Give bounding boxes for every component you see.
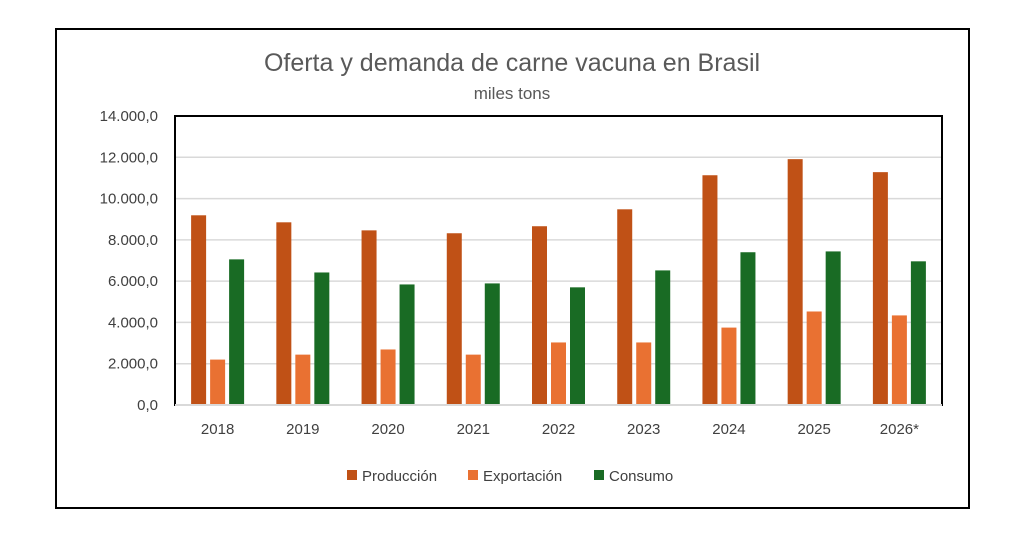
x-tick-label: 2019 [286, 421, 319, 438]
bar-exportación-2023 [636, 342, 652, 405]
bar-exportación-2026* [891, 315, 907, 405]
bar-consumo-2018 [229, 259, 245, 405]
bar-producción-2024 [702, 175, 718, 405]
bar-producción-2021 [446, 233, 462, 405]
legend-swatch-producción [347, 470, 357, 480]
y-tick-label: 14.000,0 [100, 108, 158, 125]
bar-consumo-2019 [314, 272, 330, 405]
bar-exportación-2024 [721, 327, 737, 405]
legend-label: Producción [362, 468, 437, 485]
bar-consumo-2023 [655, 270, 671, 405]
bar-producción-2026* [872, 172, 888, 405]
legend-label: Consumo [609, 468, 673, 485]
x-tick-label: 2022 [542, 421, 575, 438]
legend-swatch-consumo [594, 470, 604, 480]
y-tick-label: 10.000,0 [100, 191, 158, 208]
bar-consumo-2025 [825, 251, 841, 405]
y-tick-label: 0,0 [137, 397, 158, 414]
chart-title: Oferta y demanda de carne vacuna en Bras… [264, 49, 760, 77]
x-tick-label: 2025 [797, 421, 830, 438]
bar-producción-2019 [276, 222, 292, 405]
bar-consumo-2020 [399, 284, 415, 405]
x-tick-label: 2021 [457, 421, 490, 438]
legend-label: Exportación [483, 468, 562, 485]
y-tick-label: 12.000,0 [100, 149, 158, 166]
y-tick-label: 8.000,0 [108, 232, 158, 249]
bar-consumo-2024 [740, 252, 756, 405]
bar-exportación-2025 [806, 311, 822, 405]
bar-producción-2022 [532, 226, 547, 405]
bar-exportación-2018 [210, 359, 226, 405]
bar-exportación-2022 [551, 342, 566, 405]
bar-consumo-2021 [484, 283, 500, 405]
x-tick-label: 2026* [880, 421, 919, 438]
bar-consumo-2022 [570, 287, 585, 405]
bar-producción-2018 [191, 215, 207, 405]
y-tick-label: 4.000,0 [108, 314, 158, 331]
y-tick-label: 6.000,0 [108, 273, 158, 290]
chart-border [55, 28, 970, 509]
x-tick-label: 2024 [712, 421, 745, 438]
bar-exportación-2019 [295, 354, 311, 405]
legend-swatch-exportación [468, 470, 478, 480]
y-tick-label: 2.000,0 [108, 356, 158, 373]
x-tick-label: 2023 [627, 421, 660, 438]
x-tick-label: 2018 [201, 421, 234, 438]
bar-producción-2023 [617, 209, 633, 405]
bar-producción-2025 [787, 159, 803, 405]
chart-subtitle: miles tons [474, 84, 551, 103]
bar-consumo-2026* [910, 261, 926, 405]
bar-producción-2020 [361, 230, 377, 405]
bar-exportación-2021 [465, 354, 481, 405]
x-tick-label: 2020 [371, 421, 404, 438]
bar-exportación-2020 [380, 349, 396, 405]
